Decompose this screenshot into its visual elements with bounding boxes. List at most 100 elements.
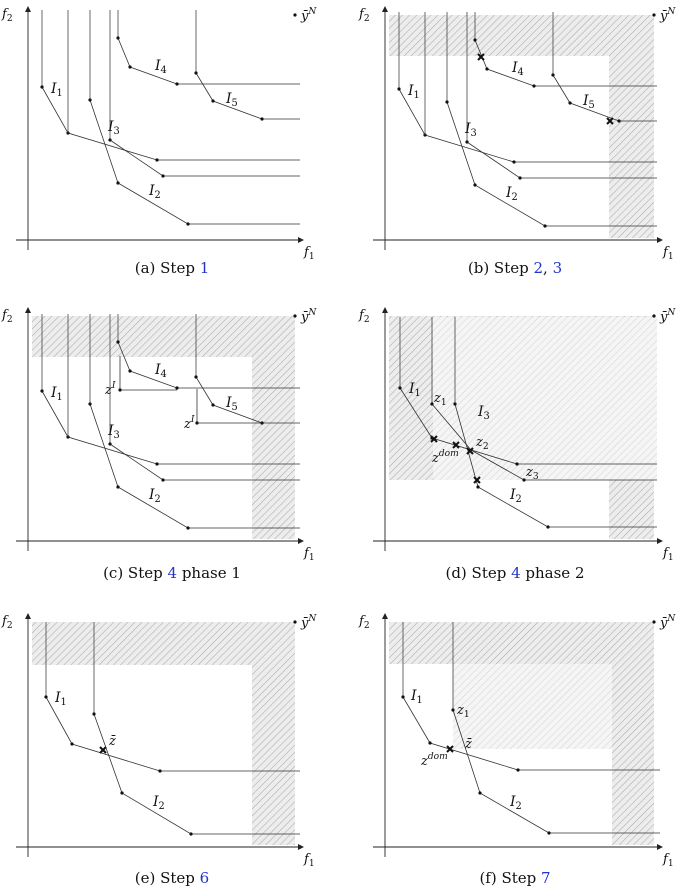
curve-vertex: [515, 462, 519, 466]
curve-label-i-2: I2: [148, 183, 161, 201]
curve-I-1: [41, 86, 300, 161]
y-axis-label: f2: [1, 308, 13, 325]
x-axis-label: f1: [662, 245, 674, 262]
curve-label-i-3: I3: [477, 404, 490, 422]
panel-b: f1 f2 ȳN I1 I2 I3 I4 I5 (b) Step 2, 3: [358, 6, 676, 277]
curve-I-1: [41, 390, 300, 465]
y-axis-label: f2: [358, 614, 370, 631]
x-axis-arrow-icon: [298, 844, 304, 850]
curve-vertex: [194, 71, 198, 75]
curve-vertex: [92, 712, 96, 716]
point-label-z-3: z3: [525, 465, 539, 482]
curve-vertex: [518, 176, 522, 180]
dominated-point-marker: [452, 441, 460, 449]
y-axis-arrow-icon: [25, 6, 31, 12]
point-label-z-1: z1: [433, 391, 447, 408]
curve-I-2: [446, 101, 657, 227]
curve-I-4: [474, 39, 657, 87]
nadir-label: ȳN: [300, 7, 317, 24]
dominated-region-top: [389, 317, 433, 357]
curve-vertex: [532, 84, 536, 88]
curve-I-5: [552, 74, 657, 122]
curve-vertex: [568, 101, 572, 105]
curve-I-4: [117, 37, 300, 85]
curve-I-1: [402, 696, 660, 771]
curve-I-3: [109, 139, 300, 177]
x-axis-label: f1: [303, 245, 315, 262]
dominated-region-z: [433, 317, 657, 480]
nadir-point: [652, 314, 656, 318]
nadir-point: [293, 13, 297, 17]
curve-vertex: [88, 98, 92, 102]
curve-label-i-5: I5: [225, 395, 238, 413]
curve-label-i-5: I5: [225, 91, 238, 109]
curve-vertex: [161, 174, 165, 178]
nadir-point: [293, 314, 297, 318]
curve-vertex: [189, 832, 193, 836]
curve-vertex: [128, 65, 132, 69]
dominated-point-marker: [466, 447, 474, 455]
curve-label-i-3: I3: [464, 121, 477, 139]
curve-vertex: [40, 389, 44, 393]
curve-label-i-4: I4: [511, 60, 524, 78]
curve-I-1: [398, 88, 657, 163]
curve-vertex: [445, 100, 449, 104]
curve-vertex: [522, 478, 526, 482]
curve-label-i-2: I2: [509, 794, 522, 812]
curve-vertex: [108, 138, 112, 142]
curve-I-2: [454, 403, 657, 528]
curve-vertex: [473, 183, 477, 187]
curve-vertex: [430, 402, 434, 406]
curve-vertex: [512, 160, 516, 164]
x-axis-label: f1: [303, 852, 315, 869]
dominated-region-top: [32, 316, 295, 357]
point-label-z-dom: zdom: [431, 449, 459, 466]
intersection-point-marker: [99, 746, 107, 754]
point-label-z-bar: z̄: [464, 737, 472, 752]
curve-vertex: [516, 768, 520, 772]
curve-vertex: [186, 222, 190, 226]
panel-caption: (f) Step 7: [479, 869, 550, 887]
point-label-z-i-4: zI: [104, 381, 116, 398]
curve-vertex: [155, 158, 159, 162]
dominated-point-marker: [473, 476, 481, 484]
curve-vertex: [476, 485, 480, 489]
x-axis-arrow-icon: [657, 844, 663, 850]
panel-caption: (e) Step 6: [135, 869, 209, 887]
step-reference-link: 4: [511, 564, 521, 582]
local-ideal-point: [118, 388, 122, 392]
curve-I-2: [93, 713, 300, 835]
dominated-region-z: [453, 664, 612, 749]
panel-f: f1 f2 ȳN I1 I2 z1 z̄ zdom (f) Step 7: [358, 613, 676, 887]
curve-label-i-1: I1: [50, 385, 63, 403]
curve-vertex: [546, 525, 550, 529]
curve-label-i-1: I1: [50, 81, 63, 99]
panel-e: f1 f2 ȳN I1 I2 z̄ (e) Step 6: [1, 613, 317, 887]
x-axis-label: f1: [662, 546, 674, 563]
y-axis-arrow-icon: [25, 307, 31, 313]
nadir-point: [652, 13, 656, 17]
curve-I-5: [195, 376, 300, 424]
curve-I-2: [89, 99, 300, 225]
step-reference-link: 7: [541, 869, 551, 887]
nadir-label: ȳN: [659, 614, 676, 631]
curve-vertex: [543, 224, 547, 228]
curve-vertex: [428, 741, 432, 745]
curve-label-i-1: I1: [407, 83, 420, 101]
curve-vertex: [120, 791, 124, 795]
step-reference-link: 1: [200, 259, 210, 277]
y-axis-arrow-icon: [382, 613, 388, 619]
curve-label-i-3: I3: [107, 423, 120, 441]
curve-vertex: [175, 386, 179, 390]
curve-vertex: [617, 119, 621, 123]
curve-label-i-1: I1: [410, 688, 423, 706]
curve-I-1: [45, 696, 300, 772]
nadir-label: ȳN: [300, 614, 317, 631]
curve-I-3: [431, 403, 657, 481]
dominated-region-right: [252, 665, 295, 845]
dominated-region-right: [609, 480, 654, 539]
x-axis-arrow-icon: [657, 237, 663, 243]
dominated-point-marker: [446, 745, 454, 753]
curve-vertex: [551, 73, 555, 77]
